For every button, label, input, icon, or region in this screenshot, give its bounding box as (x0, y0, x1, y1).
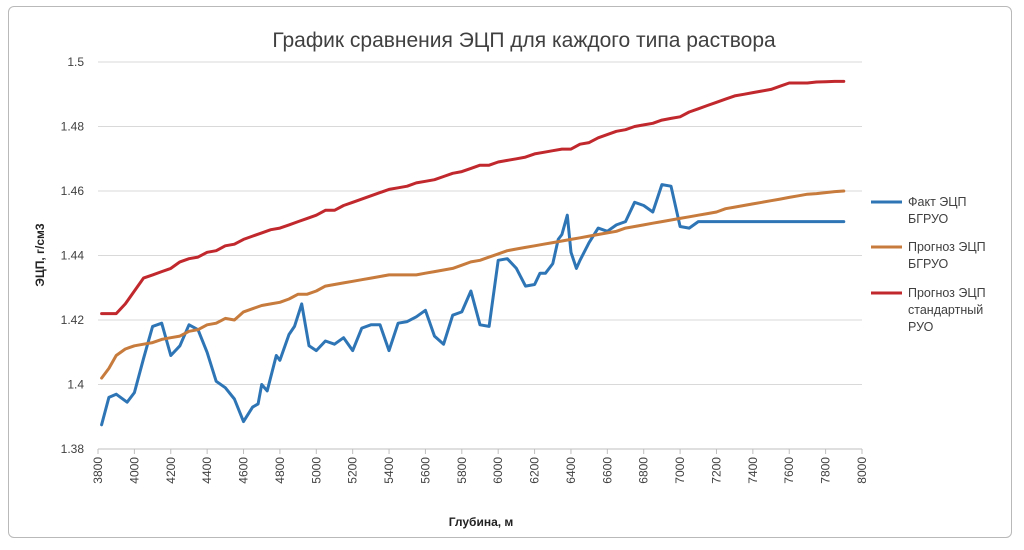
x-tick-label: 8000 (855, 457, 869, 484)
x-tick-label: 3800 (91, 457, 105, 484)
x-tick-label: 4600 (237, 457, 251, 484)
x-tick-label: 6200 (528, 457, 542, 484)
x-tick-label: 5200 (346, 457, 360, 484)
x-tick-label: 6400 (564, 457, 578, 484)
gridlines (98, 61, 862, 450)
x-axis-label: Глубина, м (449, 515, 514, 529)
x-tick-label: 5600 (418, 457, 432, 484)
legend-entry-label: РУО (908, 320, 934, 334)
legend-entry-label: БГРУО (908, 212, 949, 226)
x-tick-label: 5000 (309, 457, 323, 484)
y-axis-label: ЭЦП, г/см3 (33, 223, 47, 286)
y-tick-label: 1.46 (61, 184, 85, 198)
y-tick-label: 1.48 (61, 120, 85, 134)
x-tick-label: 4000 (127, 457, 141, 484)
x-tick-label: 7000 (673, 457, 687, 484)
y-tick-labels: 1.38 1.4 1.42 1.44 1.46 1.48 1.5 (61, 55, 85, 456)
x-tick-label: 4200 (164, 457, 178, 484)
x-tick-label: 6000 (491, 457, 505, 484)
legend-entry-label: Прогноз ЭЦП (908, 240, 986, 254)
y-tick-label: 1.42 (61, 313, 85, 327)
series-line-1 (100, 189, 846, 380)
x-tick-label: 7200 (709, 457, 723, 484)
y-tick-label: 1.38 (61, 442, 85, 456)
x-tick-label: 5400 (382, 457, 396, 484)
legend-entry-label: Прогноз ЭЦП (908, 286, 986, 300)
legend-entry-label: Факт ЭЦП (908, 195, 966, 209)
x-tick-label: 7400 (746, 457, 760, 484)
series-line-2 (100, 79, 846, 316)
legend-entry-label: БГРУО (908, 257, 949, 271)
x-tick-label: 7600 (782, 457, 796, 484)
x-tick-labels: 3800 4000 4200 4400 4600 4800 5000 5200 5400 5600… (91, 449, 869, 484)
x-tick-label: 5800 (455, 457, 469, 484)
x-tick-label: 6800 (637, 457, 651, 484)
x-tick-label: 7800 (819, 457, 833, 484)
x-tick-label: 4800 (273, 457, 287, 484)
chart-title: График сравнения ЭЦП для каждого типа ра… (272, 29, 776, 52)
y-tick-label: 1.44 (61, 249, 85, 263)
y-tick-label: 1.5 (67, 55, 84, 69)
x-tick-label: 4400 (200, 457, 214, 484)
x-tick-label: 6600 (600, 457, 614, 484)
legend-entry-label: стандартный (908, 303, 983, 317)
y-tick-label: 1.4 (67, 378, 84, 392)
series-line-0 (100, 183, 846, 427)
legend: Факт ЭЦП БГРУО Прогноз ЭЦП БГРУО Прогноз ЭЦП… (871, 195, 986, 334)
series-lines (100, 79, 846, 427)
